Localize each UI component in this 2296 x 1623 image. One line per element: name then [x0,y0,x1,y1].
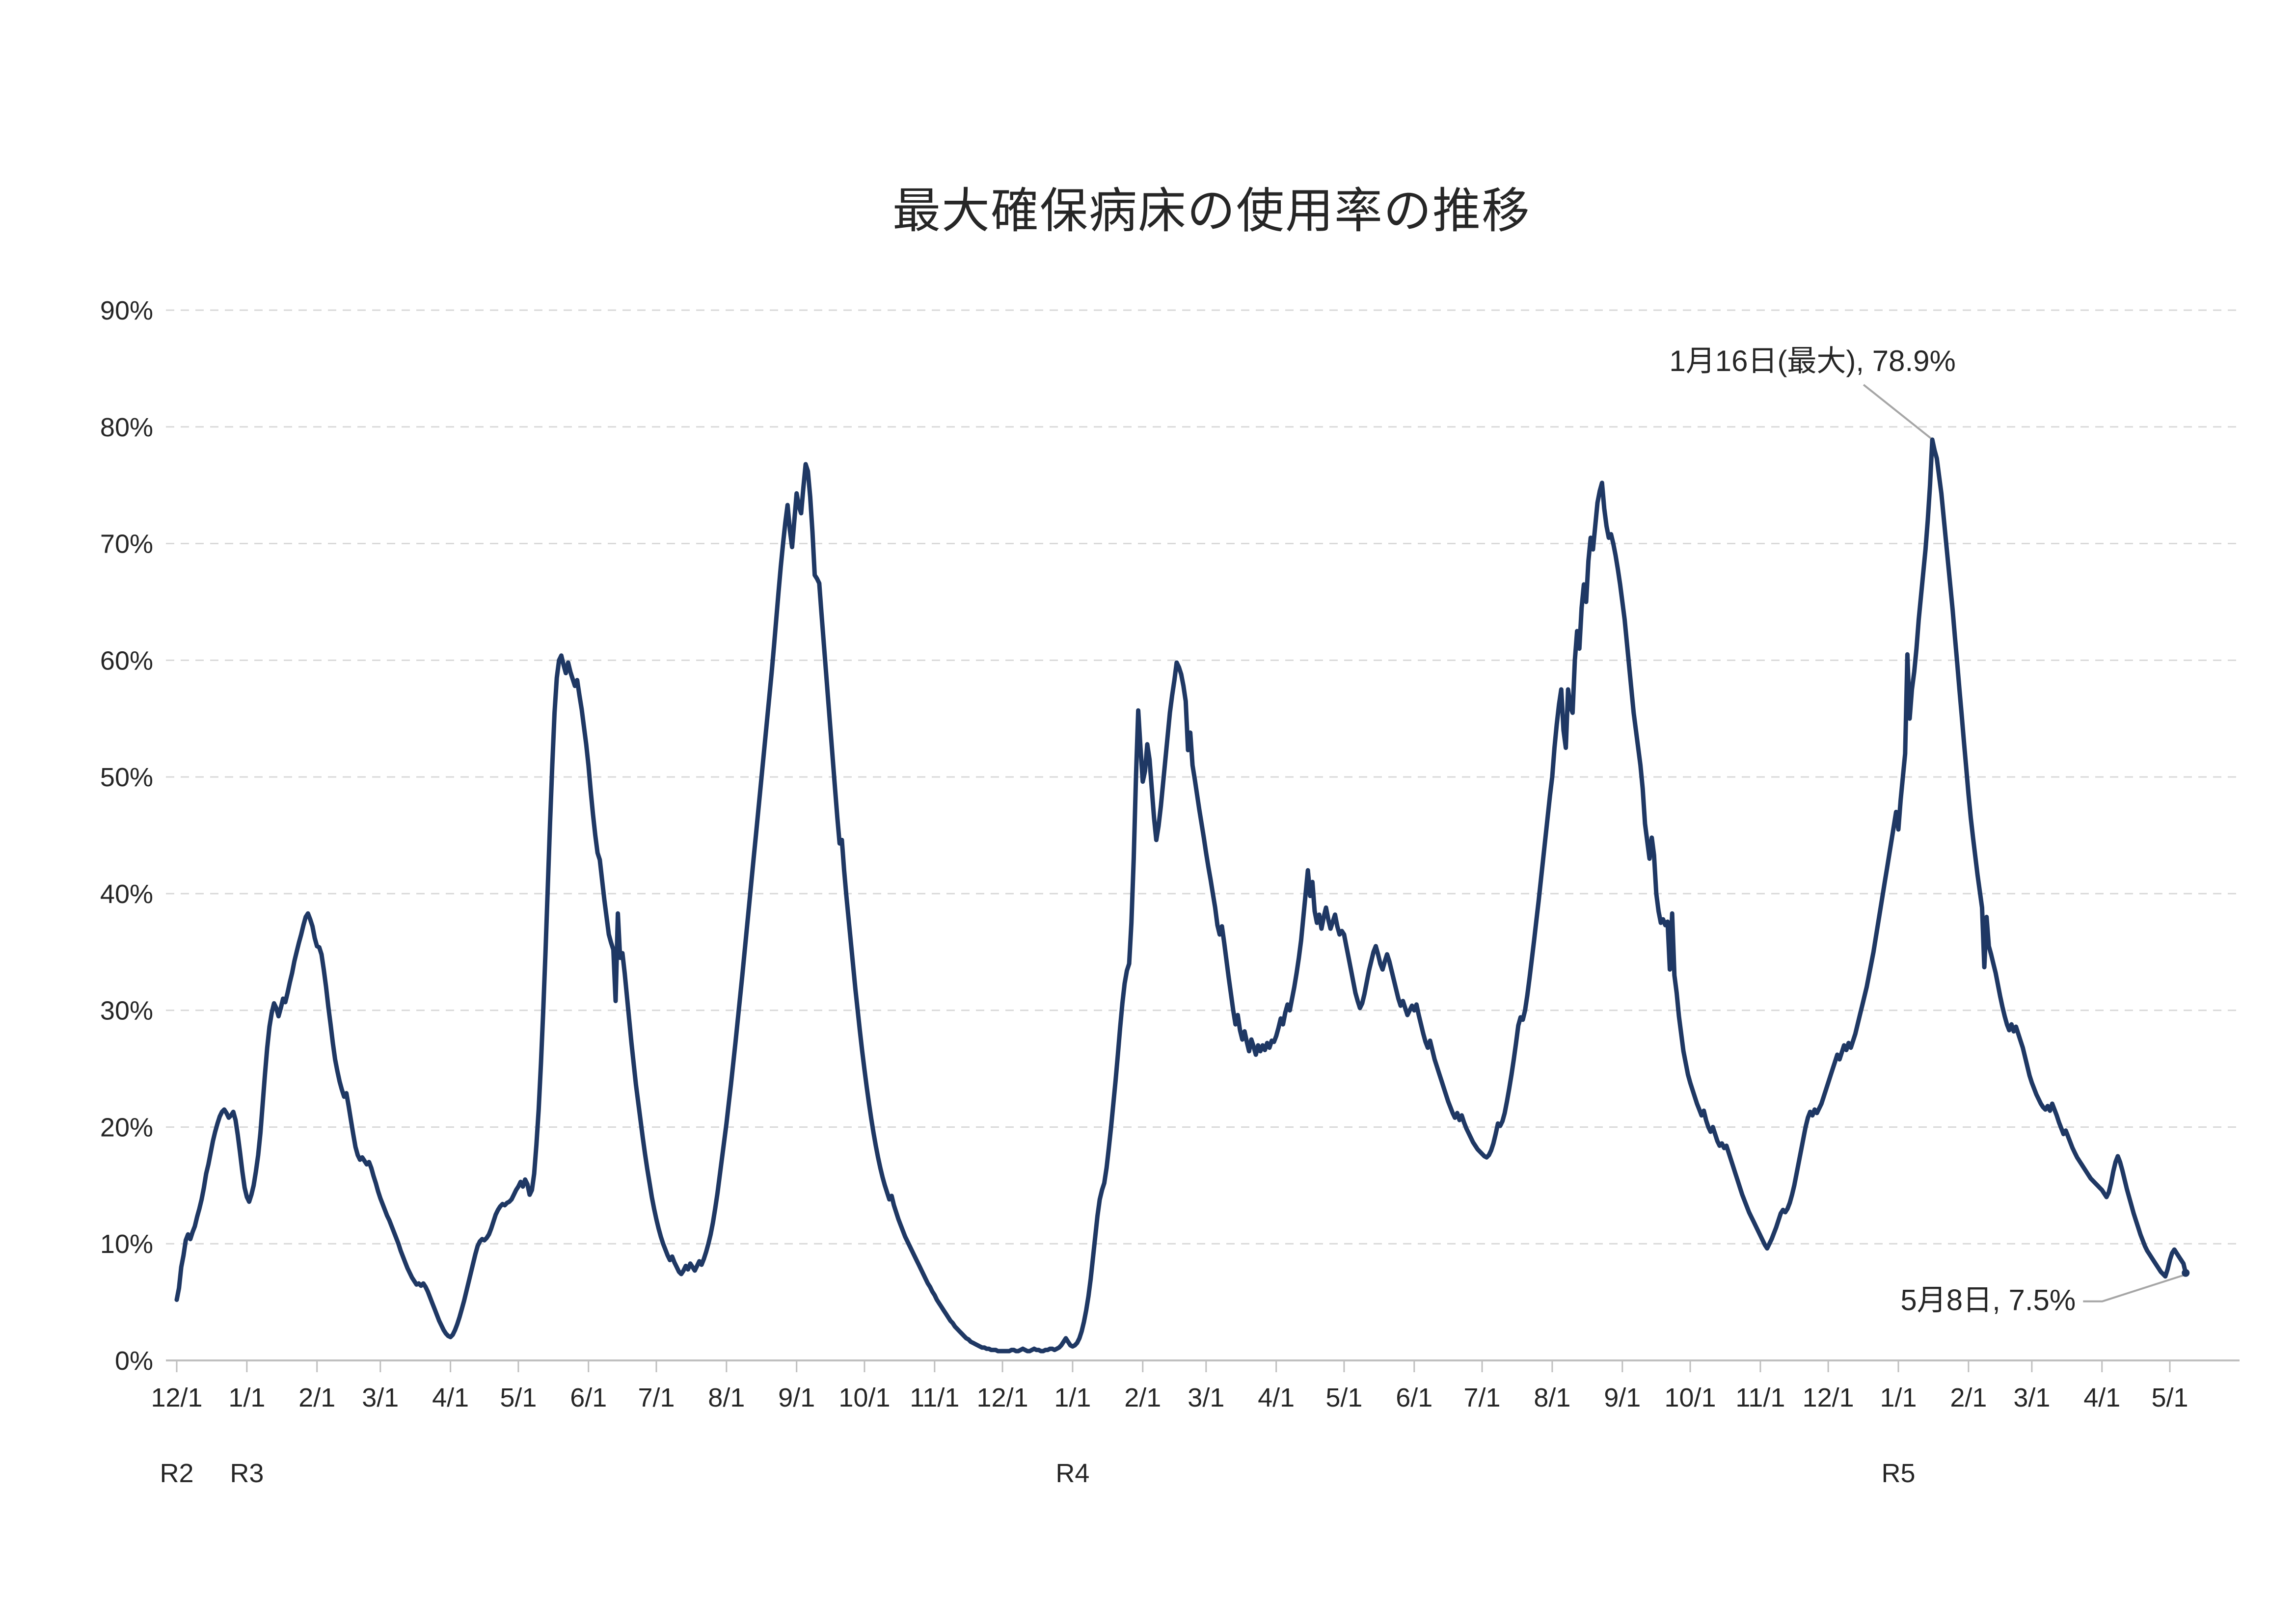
x-axis-label-29: 5/1 [2151,1383,2188,1412]
annotation-max-label: 1月16日(最大), 78.9% [1669,345,1956,377]
annotation-max-leader-line [1863,384,1932,439]
x-axis-label-10: 10/1 [838,1383,890,1412]
x-axis-label-0: 12/1 [151,1383,202,1412]
x-axis-label-8: 8/1 [708,1383,745,1412]
x-axis-label-21: 9/1 [1604,1383,1641,1412]
y-axis-label-50%: 50% [100,763,153,792]
x-axis-label-4: 4/1 [432,1383,469,1412]
x-axis-label-24: 12/1 [1803,1383,1854,1412]
x-axis-label-23: 11/1 [1735,1383,1785,1412]
x-axis-label-13: 1/1 [1054,1383,1091,1412]
era-label-R5: R5 [1881,1459,1915,1488]
x-axis-label-27: 3/1 [2013,1383,2050,1412]
x-axis-label-15: 3/1 [1188,1383,1224,1412]
series-end-marker [2182,1269,2190,1277]
era-label-R3: R3 [230,1459,264,1488]
era-label-R2: R2 [160,1459,193,1488]
x-axis-label-20: 8/1 [1534,1383,1570,1412]
x-axis-label-19: 7/1 [1464,1383,1501,1412]
x-axis-label-25: 1/1 [1880,1383,1917,1412]
x-axis-label-1: 1/1 [228,1383,265,1412]
y-axis-label-60%: 60% [100,646,153,675]
x-axis-label-7: 7/1 [638,1383,675,1412]
x-axis-label-9: 9/1 [778,1383,815,1412]
y-axis-label-90%: 90% [100,296,153,325]
era-label-R4: R4 [1055,1459,1089,1488]
x-axis-label-17: 5/1 [1325,1383,1362,1412]
x-axis-label-16: 4/1 [1258,1383,1295,1412]
y-axis-label-10%: 10% [100,1229,153,1259]
x-axis-label-12: 12/1 [977,1383,1028,1412]
x-axis-label-2: 2/1 [298,1383,335,1412]
y-axis-label-70%: 70% [100,530,153,559]
annotation-end-label: 5月8日, 7.5% [1900,1284,2076,1317]
bed-usage-rate-line [174,437,2188,1354]
x-axis-label-22: 10/1 [1664,1383,1716,1412]
y-axis-label-20%: 20% [100,1113,153,1142]
x-axis-label-6: 6/1 [570,1383,607,1412]
y-axis-label-40%: 40% [100,879,153,909]
x-axis-label-28: 4/1 [2083,1383,2120,1412]
annotation-end-leader-line [2083,1274,2184,1303]
y-axis-label-80%: 80% [100,413,153,442]
x-axis-label-26: 2/1 [1950,1383,1987,1412]
x-axis-label-11: 11/1 [910,1383,959,1412]
x-axis-label-5: 5/1 [500,1383,537,1412]
chart-title: 最大確保病床の使用率の推移 [892,184,1531,238]
y-axis-label-30%: 30% [100,996,153,1026]
x-axis-label-18: 6/1 [1396,1383,1432,1412]
y-axis-label-0%: 0% [115,1346,153,1376]
x-axis-label-3: 3/1 [362,1383,399,1412]
x-axis-label-14: 2/1 [1124,1383,1161,1412]
